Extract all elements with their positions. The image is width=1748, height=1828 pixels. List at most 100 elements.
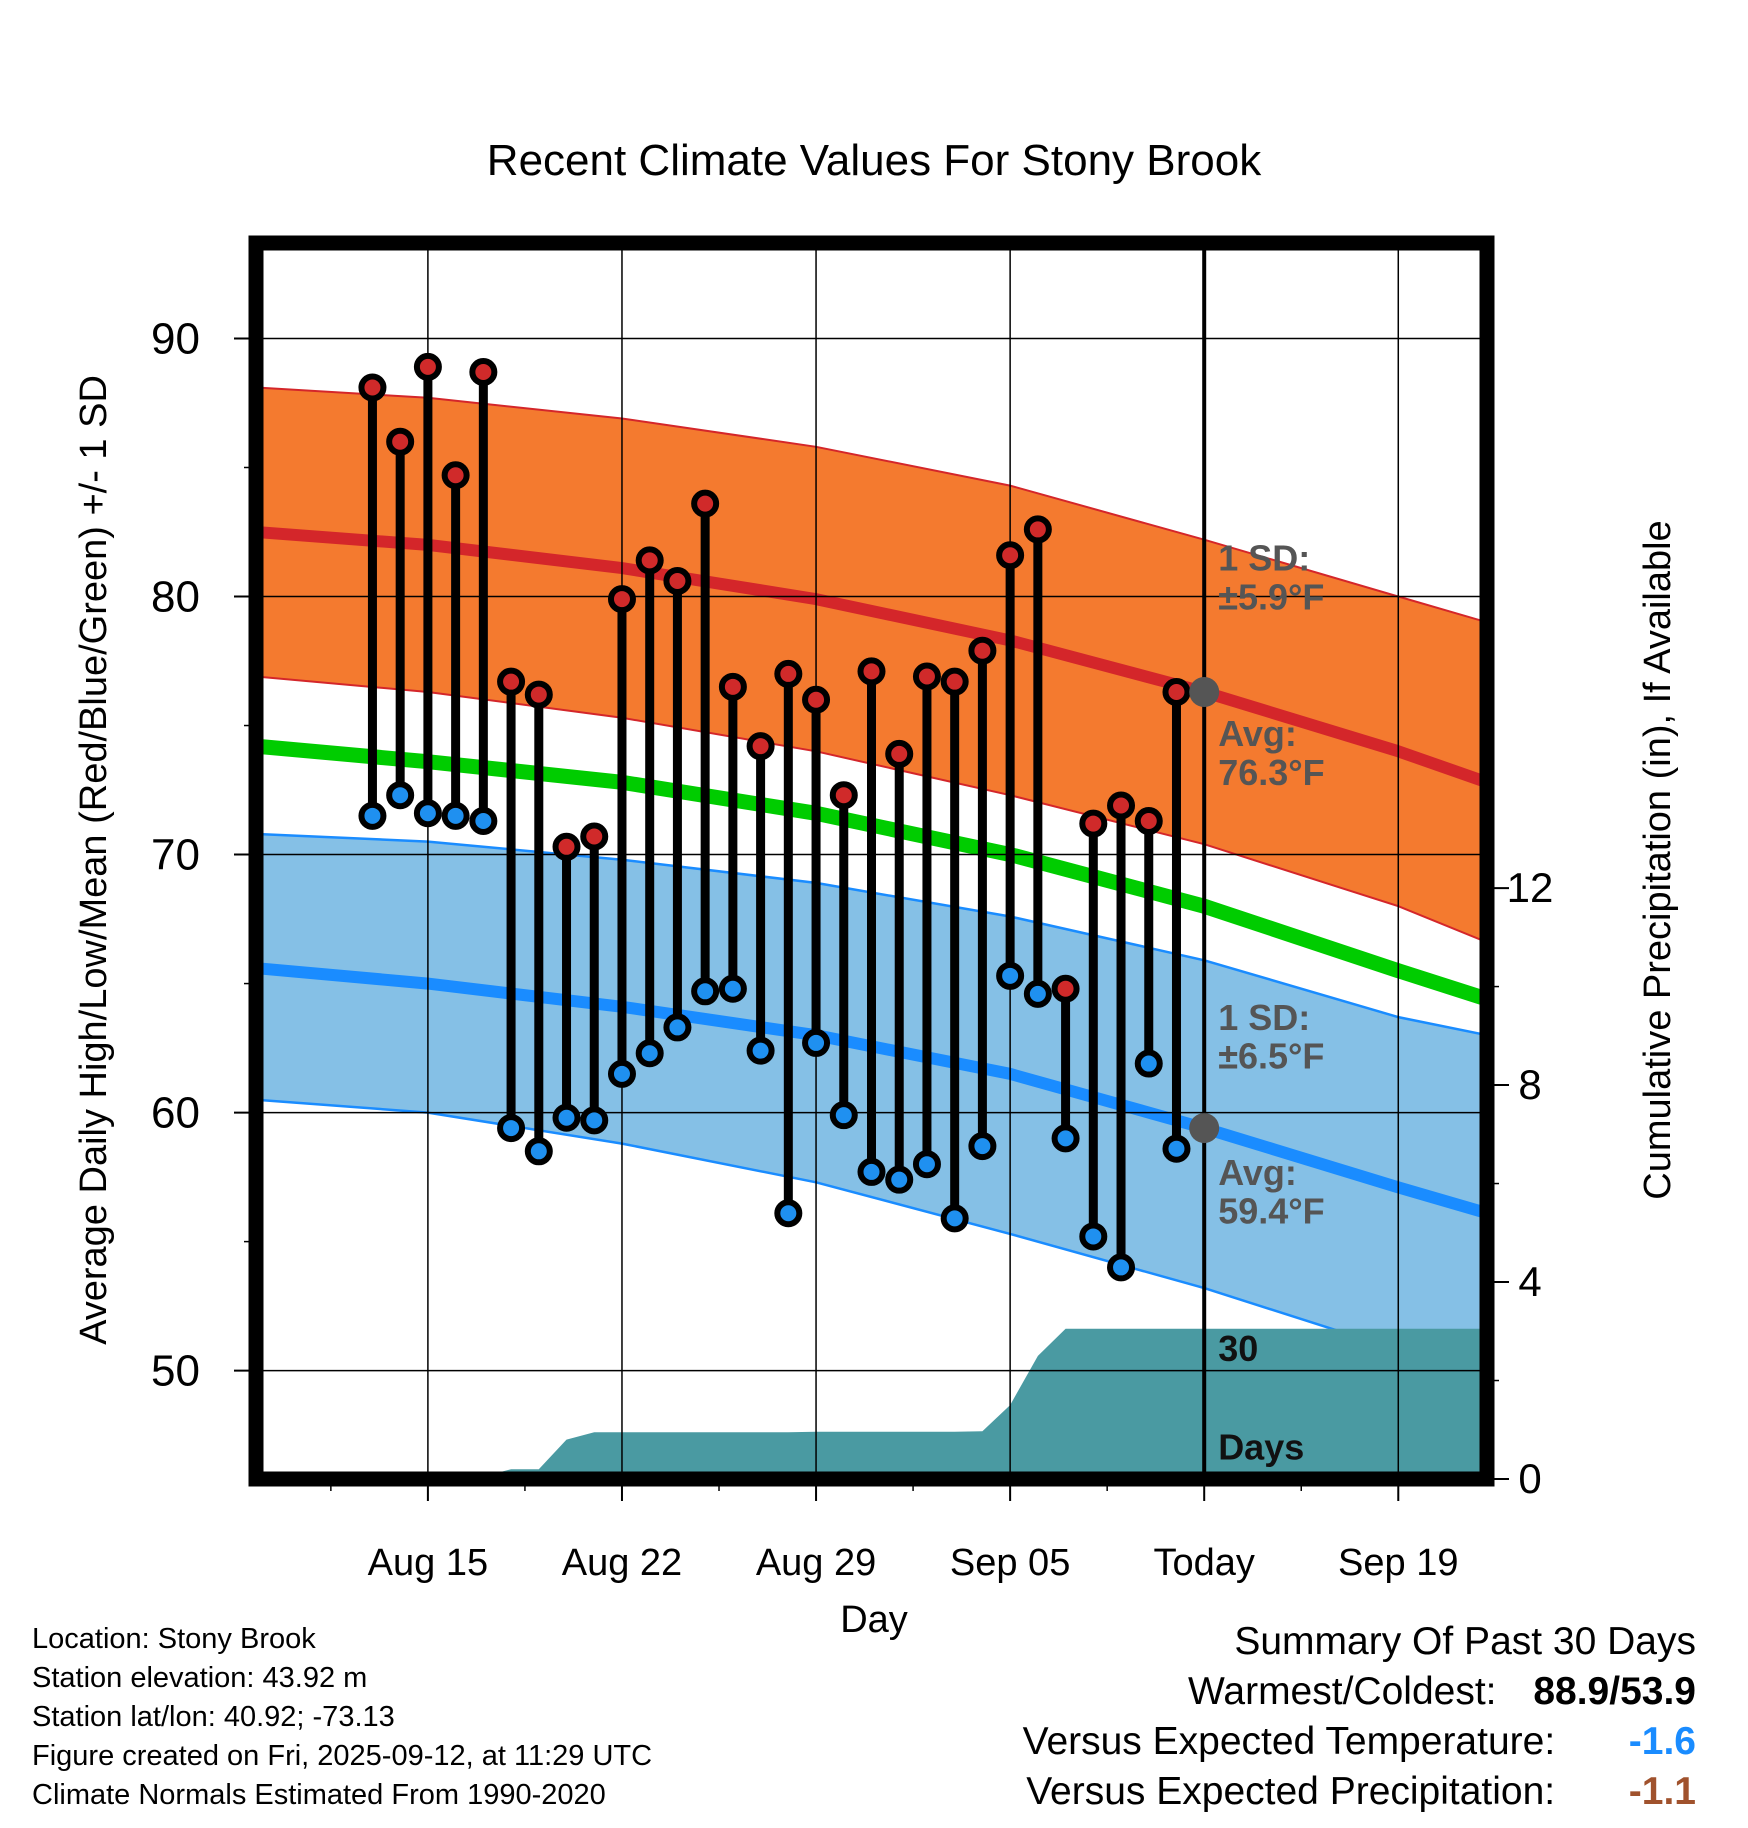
daily-high-point <box>691 489 720 518</box>
plot-frame <box>248 235 1495 1487</box>
daily-high-point <box>663 567 692 596</box>
daily-low-point <box>996 961 1025 990</box>
today-line-label-number: 30 <box>1218 1328 1258 1369</box>
summary-temp-row: Versus Expected Temperature: -1.6 <box>936 1717 1696 1767</box>
info-normals: Climate Normals Estimated From 1990-2020 <box>32 1779 606 1811</box>
annotation-label: 1 SD: <box>1218 538 1310 579</box>
summary-precip-row: Versus Expected Precipitation: -1.1 <box>936 1767 1696 1817</box>
daily-low-point <box>802 1028 831 1057</box>
annotation-label: Avg: <box>1218 1152 1297 1193</box>
annotation-value: ±5.9°F <box>1218 576 1324 617</box>
daily-high-point <box>857 657 886 686</box>
y-tick-label: 60 <box>151 1089 200 1138</box>
daily-high-point <box>386 427 415 456</box>
daily-low-point <box>940 1204 969 1233</box>
daily-low-point <box>718 974 747 1003</box>
daily-high-point <box>829 781 858 810</box>
precip-anomaly-label: Versus Expected Precipitation: <box>1026 1770 1556 1813</box>
summary-panel: Summary Of Past 30 Days Warmest/Coldest:… <box>936 1617 1696 1817</box>
x-tick-label: Aug 29 <box>756 1542 876 1584</box>
daily-high-point <box>912 662 941 691</box>
daily-low-point <box>358 801 387 830</box>
x-tick-label: Aug 22 <box>562 1542 682 1584</box>
daily-high-point <box>718 672 747 701</box>
daily-low-point <box>413 799 442 828</box>
daily-high-point <box>1162 677 1191 706</box>
daily-high-point <box>1079 809 1108 838</box>
y2-tick-label: 12 <box>1507 864 1554 911</box>
daily-high-point <box>524 680 553 709</box>
daily-high-point <box>358 373 387 402</box>
temp-anomaly-label: Versus Expected Temperature: <box>1022 1720 1556 1763</box>
avg-mean-line <box>263 739 1480 1005</box>
daily-high-point <box>1023 515 1052 544</box>
daily-high-point <box>552 832 581 861</box>
daily-high-point <box>1107 791 1136 820</box>
daily-high-point <box>885 739 914 768</box>
daily-low-point <box>912 1150 941 1179</box>
annotation-label: Avg: <box>1218 713 1297 754</box>
daily-high-point <box>607 585 636 614</box>
y2-tick-label: 8 <box>1518 1061 1541 1108</box>
daily-high-point <box>996 541 1025 570</box>
x-tick-label: Sep 19 <box>1338 1542 1458 1584</box>
daily-low-point <box>1107 1253 1136 1282</box>
y2-tick-label: 0 <box>1518 1455 1541 1502</box>
y-axis-title: Average Daily High/Low/Mean (Red/Blue/Gr… <box>73 375 115 1345</box>
precip-area <box>500 1328 1480 1472</box>
daily-low-point <box>1051 1124 1080 1153</box>
y-tick-label: 80 <box>151 573 200 622</box>
info-created: Figure created on Fri, 2025-09-12, at 11… <box>32 1740 653 1772</box>
annotation-label: 1 SD: <box>1218 997 1310 1038</box>
daily-low-point <box>1079 1222 1108 1251</box>
daily-low-point <box>469 807 498 836</box>
daily-high-point <box>413 352 442 381</box>
annotation-value: 76.3°F <box>1218 752 1324 793</box>
daily-low-point <box>552 1103 581 1132</box>
daily-low-point <box>857 1157 886 1186</box>
y-tick-label: 70 <box>151 831 200 880</box>
daily-low-point <box>1162 1134 1191 1163</box>
warmest-label: Warmest/Coldest: <box>1188 1670 1497 1713</box>
precip-anomaly-value: -1.1 <box>1628 1770 1696 1813</box>
daily-low-point <box>1023 979 1052 1008</box>
today-avg-low-marker <box>1189 1113 1220 1144</box>
summary-heading: Summary Of Past 30 Days <box>1234 1620 1696 1663</box>
y-tick-label: 90 <box>151 314 200 363</box>
x-tick-label: Aug 15 <box>368 1542 488 1584</box>
avg-high-line <box>263 526 1480 787</box>
daily-low-point <box>774 1199 803 1228</box>
y-tick-label: 50 <box>151 1347 200 1396</box>
daily-high-point <box>469 358 498 387</box>
daily-low-point <box>885 1165 914 1194</box>
daily-high-point <box>441 461 470 490</box>
daily-low-point <box>607 1059 636 1088</box>
x-axis-title: Day <box>840 1599 908 1641</box>
info-location: Location: Stony Brook <box>32 1623 316 1655</box>
today-avg-high-marker <box>1189 676 1220 707</box>
daily-low-point <box>829 1101 858 1130</box>
daily-low-point <box>441 801 470 830</box>
today-line-label-unit: Days <box>1218 1426 1304 1467</box>
daily-low-point <box>386 781 415 810</box>
info-elevation: Station elevation: 43.92 m <box>32 1662 368 1694</box>
daily-low-point <box>663 1013 692 1042</box>
daily-high-point <box>1134 807 1163 836</box>
daily-low-point <box>1134 1049 1163 1078</box>
daily-high-point <box>774 659 803 688</box>
y2-axis-title: Cumulative Precipitation (in), If Availa… <box>1637 520 1679 1199</box>
temp-anomaly-value: -1.6 <box>1628 1720 1696 1763</box>
daily-low-point <box>746 1036 775 1065</box>
daily-high-point <box>497 667 526 696</box>
daily-high-point <box>968 636 997 665</box>
daily-high-point <box>940 667 969 696</box>
daily-low-point <box>968 1132 997 1161</box>
annotation-value: 59.4°F <box>1218 1191 1324 1232</box>
station-info: Location: Stony Brook Station elevation:… <box>32 1620 652 1815</box>
daily-high-point <box>1051 974 1080 1003</box>
daily-low-point <box>691 977 720 1006</box>
daily-low-point <box>497 1114 526 1143</box>
avg-low-line <box>263 962 1480 1218</box>
daily-high-point <box>635 546 664 575</box>
